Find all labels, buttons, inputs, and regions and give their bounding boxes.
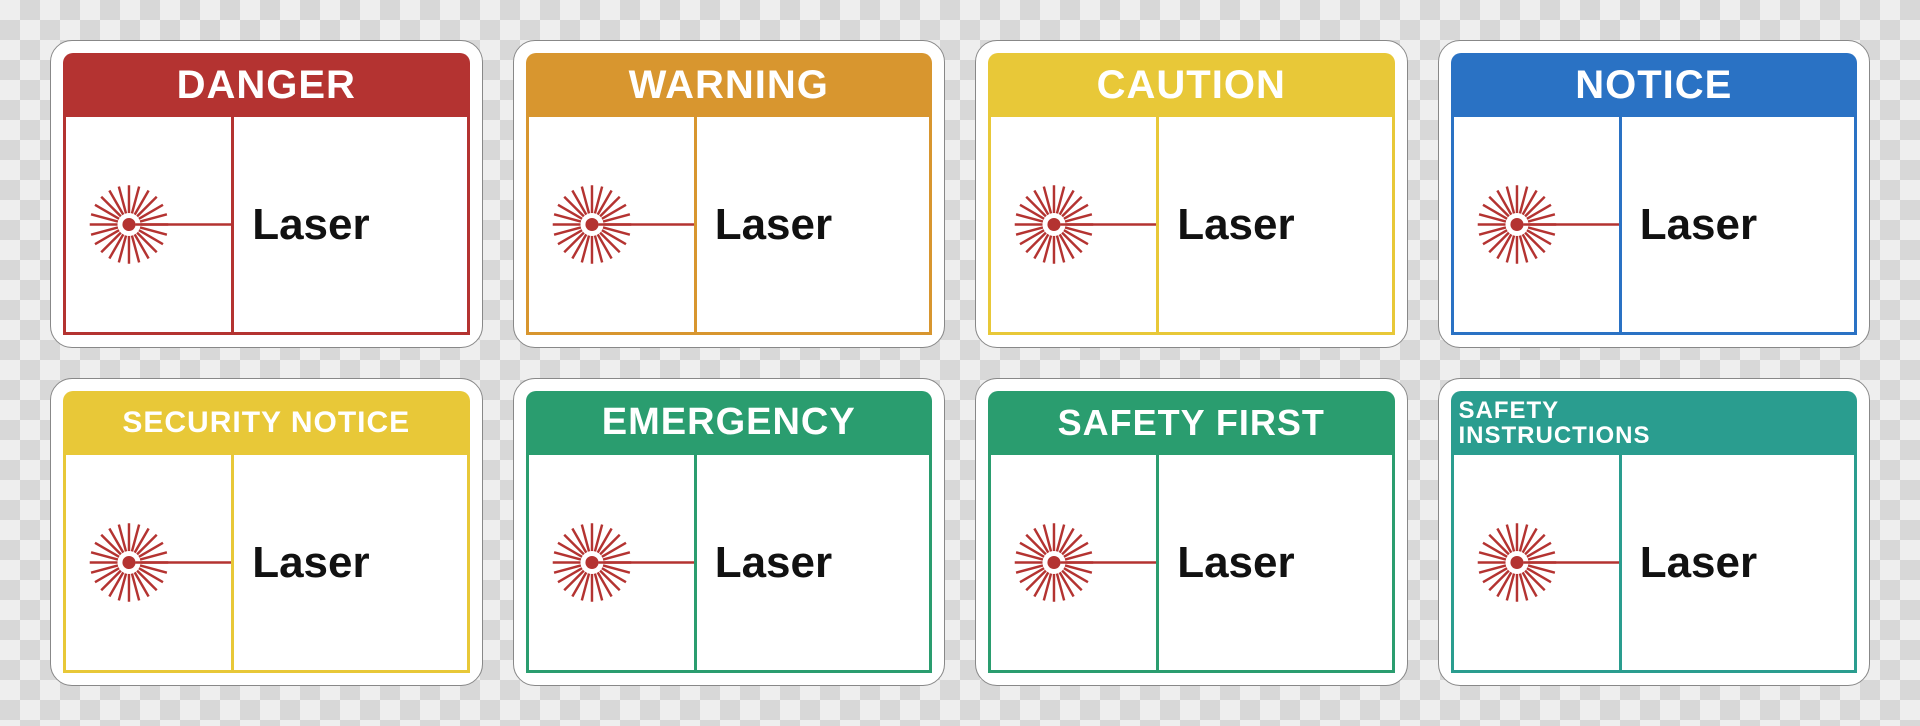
icon-cell xyxy=(529,455,697,670)
icon-cell xyxy=(66,117,234,332)
sign-body: Laser xyxy=(1451,455,1858,673)
sign-security: SECURITY NOTICE Laser xyxy=(50,378,483,686)
sign-body: Laser xyxy=(526,117,933,335)
sign-body: Laser xyxy=(63,455,470,673)
sign-header: EMERGENCY xyxy=(526,391,933,455)
sign-header: SAFETY FIRST xyxy=(988,391,1395,455)
sign-warning: WARNING Laser xyxy=(513,40,946,348)
laser-icon xyxy=(547,117,694,332)
laser-icon xyxy=(1472,117,1619,332)
body-label: Laser xyxy=(234,455,466,670)
sign-safetyfirst: SAFETY FIRST Laser xyxy=(975,378,1408,686)
sign-instructions: SAFETY INSTRUCTIONS Laser xyxy=(1438,378,1871,686)
icon-cell xyxy=(1454,117,1622,332)
sign-body: Laser xyxy=(988,455,1395,673)
icon-cell xyxy=(66,455,234,670)
sign-caution: CAUTION Laser xyxy=(975,40,1408,348)
sign-header: WARNING xyxy=(526,53,933,117)
sign-header: SECURITY NOTICE xyxy=(63,391,470,455)
body-label: Laser xyxy=(1159,455,1391,670)
laser-icon xyxy=(1009,117,1156,332)
sign-header: NOTICE xyxy=(1451,53,1858,117)
body-label: Laser xyxy=(1159,117,1391,332)
sign-header: DANGER xyxy=(63,53,470,117)
body-label: Laser xyxy=(697,455,929,670)
laser-icon xyxy=(84,455,231,670)
icon-cell xyxy=(991,117,1159,332)
laser-icon xyxy=(1472,455,1619,670)
body-label: Laser xyxy=(1622,455,1854,670)
signs-grid: DANGER LaserWARNING LaserCAUTION LaserNO… xyxy=(0,0,1920,726)
laser-icon xyxy=(84,117,231,332)
sign-header: SAFETY INSTRUCTIONS xyxy=(1451,391,1858,455)
icon-cell xyxy=(991,455,1159,670)
body-label: Laser xyxy=(234,117,466,332)
sign-body: Laser xyxy=(1451,117,1858,335)
body-label: Laser xyxy=(697,117,929,332)
laser-icon xyxy=(547,455,694,670)
sign-body: Laser xyxy=(988,117,1395,335)
sign-danger: DANGER Laser xyxy=(50,40,483,348)
sign-emergency: EMERGENCY Laser xyxy=(513,378,946,686)
sign-notice: NOTICE Laser xyxy=(1438,40,1871,348)
sign-body: Laser xyxy=(526,455,933,673)
sign-body: Laser xyxy=(63,117,470,335)
body-label: Laser xyxy=(1622,117,1854,332)
icon-cell xyxy=(1454,455,1622,670)
sign-header: CAUTION xyxy=(988,53,1395,117)
icon-cell xyxy=(529,117,697,332)
laser-icon xyxy=(1009,455,1156,670)
